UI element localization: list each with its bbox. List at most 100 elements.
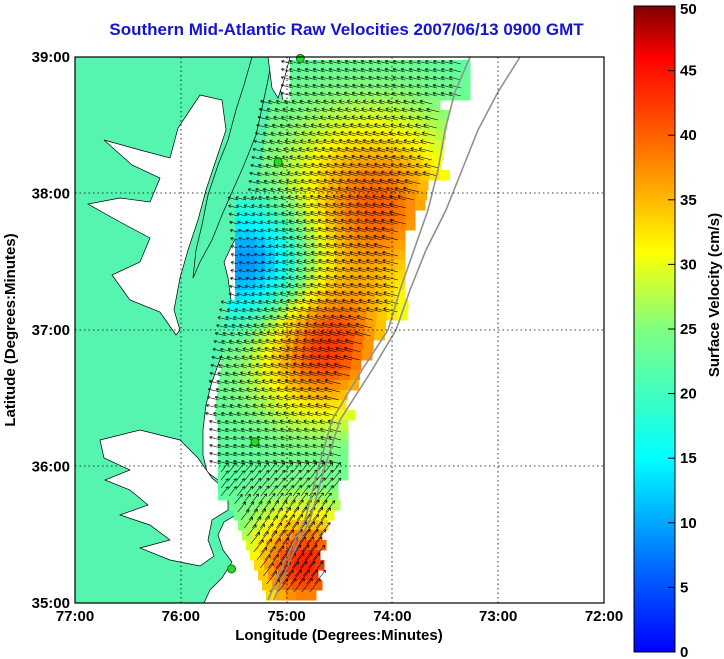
- velocity-arrow: [237, 220, 247, 225]
- velocity-cell: [296, 190, 307, 201]
- velocity-arrow: [341, 250, 359, 257]
- velocity-cell: [338, 380, 349, 391]
- velocity-arrow: [240, 363, 255, 369]
- velocity-cell: [404, 140, 415, 151]
- velocity-arrow: [301, 536, 315, 553]
- velocity-arrow: [292, 484, 302, 497]
- velocity-cell: [355, 260, 366, 271]
- velocity-cell: [254, 410, 266, 421]
- velocity-cell: [262, 150, 273, 161]
- velocity-arrow: [245, 228, 255, 233]
- velocity-arrow: [278, 179, 293, 185]
- velocity-cell: [248, 420, 259, 431]
- sound-water: [99, 429, 229, 567]
- velocity-arrow: [271, 346, 289, 353]
- velocity-arrow: [284, 386, 301, 393]
- velocity-arrow: [314, 529, 327, 545]
- velocity-arrow: [220, 486, 229, 497]
- velocity-cell: [315, 210, 326, 221]
- velocity-arrow: [266, 530, 278, 545]
- velocity-cell: [363, 340, 374, 351]
- velocity-arrow: [294, 346, 313, 353]
- velocity-cell: [328, 110, 339, 121]
- velocity-cell: [381, 160, 392, 171]
- velocity-arrow: [413, 131, 428, 137]
- bathymetry-contour-outer: [273, 57, 521, 601]
- velocity-arrow: [220, 470, 229, 481]
- velocity-arrow: [272, 338, 290, 345]
- velocity-arrow: [253, 276, 263, 281]
- velocity-cell: [385, 270, 396, 281]
- velocity-arrow: [441, 59, 454, 65]
- velocity-arrow: [342, 123, 357, 129]
- velocity-arrow: [271, 307, 286, 313]
- velocity-arrow: [283, 411, 298, 417]
- velocity-arrow: [352, 67, 366, 73]
- velocity-cell: [276, 310, 288, 321]
- velocity-arrow: [300, 461, 310, 473]
- velocity-arrow: [272, 291, 287, 297]
- velocity-arrow: [279, 346, 297, 353]
- velocity-cell: [255, 260, 266, 271]
- velocity-cell: [250, 550, 261, 561]
- velocity-cell: [218, 440, 229, 451]
- velocity-arrow: [335, 115, 351, 121]
- velocity-cell: [335, 230, 346, 241]
- velocity-arrow: [282, 107, 296, 113]
- velocity-arrow: [335, 91, 350, 97]
- velocity-arrow: [337, 107, 352, 113]
- velocity-arrow: [408, 115, 423, 121]
- velocity-cell: [312, 580, 323, 591]
- velocity-arrow: [309, 536, 322, 553]
- velocity-cell: [288, 520, 299, 531]
- velocity-arrow: [295, 219, 311, 225]
- velocity-arrow: [246, 244, 255, 249]
- velocity-arrow: [292, 477, 302, 489]
- velocity-cell: [298, 460, 309, 471]
- velocity-cell: [282, 580, 293, 591]
- velocity-arrow: [261, 387, 277, 393]
- velocity-cell: [288, 430, 299, 441]
- velocity-arrow: [296, 227, 311, 233]
- velocity-arrow: [332, 210, 351, 217]
- velocity-cell: [254, 560, 265, 571]
- velocity-arrow: [415, 163, 431, 169]
- velocity-arrow: [349, 266, 367, 273]
- velocity-cell: [428, 110, 439, 121]
- velocity-arrow: [296, 251, 311, 257]
- velocity-cell: [287, 390, 298, 401]
- velocity-arrow: [225, 371, 238, 377]
- velocity-cell: [265, 270, 276, 281]
- velocity-cell: [218, 420, 229, 431]
- velocity-cell: [285, 270, 296, 281]
- velocity-arrow: [283, 314, 301, 321]
- velocity-arrow: [277, 378, 293, 385]
- velocity-arrow: [367, 115, 383, 121]
- velocity-cell: [339, 370, 351, 381]
- velocity-arrow: [289, 155, 305, 161]
- velocity-cell: [265, 290, 276, 301]
- velocity-arrow: [441, 75, 454, 81]
- velocity-arrow: [366, 123, 381, 129]
- velocity-arrow: [418, 107, 432, 113]
- velocity-arrow: [265, 291, 279, 297]
- velocity-arrow: [360, 59, 374, 65]
- velocity-arrow: [244, 470, 253, 481]
- velocity-cell: [390, 100, 401, 111]
- velocity-arrow: [320, 83, 334, 89]
- velocity-arrow: [408, 155, 425, 161]
- velocity-arrow: [212, 347, 225, 353]
- velocity-cell: [298, 110, 309, 121]
- velocity-cell: [315, 260, 326, 271]
- velocity-arrow: [230, 261, 239, 265]
- velocity-arrow: [352, 75, 366, 81]
- velocity-arrow: [325, 282, 343, 289]
- velocity-arrow: [400, 75, 414, 81]
- velocity-cell: [294, 410, 306, 421]
- velocity-cell: [305, 260, 316, 271]
- velocity-cell: [328, 480, 339, 491]
- velocity-cell: [418, 110, 429, 121]
- velocity-cell: [275, 290, 286, 301]
- velocity-cell: [345, 320, 357, 331]
